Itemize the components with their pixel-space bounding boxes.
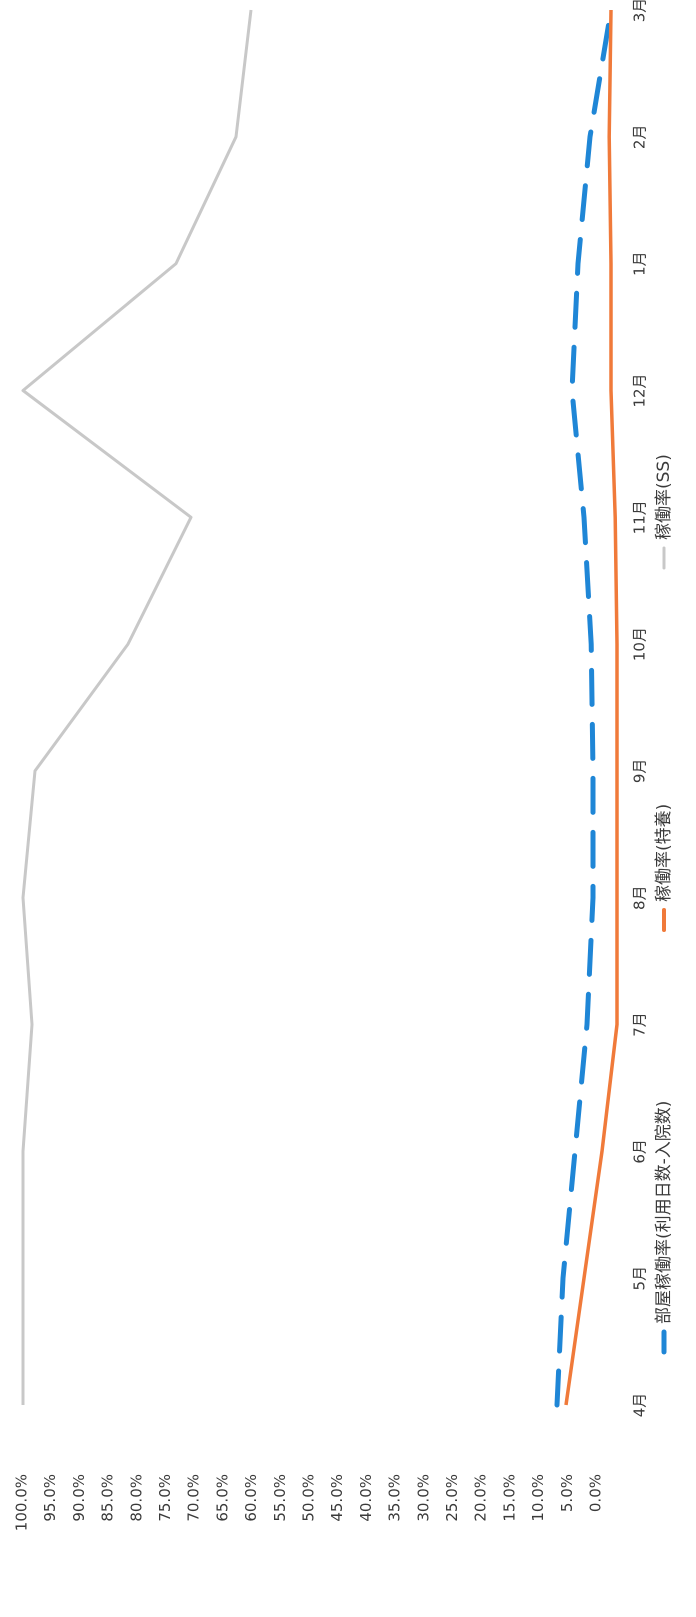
x-tick-label: 5月 <box>631 1266 649 1291</box>
x-tick-label: 2月 <box>631 125 649 150</box>
x-tick-label: 9月 <box>631 759 649 784</box>
y-tick-label: 50.0% <box>300 1474 318 1522</box>
y-tick-label: 30.0% <box>414 1474 432 1522</box>
x-tick-label: 8月 <box>631 885 649 910</box>
y-tick-label: 75.0% <box>156 1474 174 1522</box>
x-tick-label: 3月 <box>631 0 649 22</box>
y-tick-label: 90.0% <box>70 1474 88 1522</box>
x-tick-label: 6月 <box>631 1139 649 1164</box>
y-tick-label: 35.0% <box>386 1474 404 1522</box>
x-tick-label: 4月 <box>631 1393 649 1418</box>
series-lines <box>21 7 619 1408</box>
y-tick-label: 20.0% <box>472 1474 490 1522</box>
legend: 部屋稼働率(利用日数-入院数) 稼働率(特養) 稼働率(SS) <box>654 454 674 1355</box>
series-line <box>564 9 619 1406</box>
y-tick-label: 95.0% <box>41 1474 59 1522</box>
y-tick-label: 15.0% <box>500 1474 518 1522</box>
y-tick-label: 100.0% <box>13 1474 31 1531</box>
legend-label: 稼働率(特養) <box>654 804 674 902</box>
x-axis-tick-labels: 4月 5月 6月 7月 8月 9月 10月 11月 12月 1月 2月 3月 <box>631 0 649 1417</box>
y-tick-label: 5.0% <box>558 1474 576 1512</box>
x-tick-label: 1月 <box>631 251 649 276</box>
x-tick-label: 11月 <box>631 500 649 534</box>
y-tick-label: 80.0% <box>127 1474 145 1522</box>
legend-label: 部屋稼働率(利用日数-入院数) <box>654 1101 674 1324</box>
y-tick-label: 85.0% <box>99 1474 117 1522</box>
y-tick-label: 60.0% <box>242 1474 260 1522</box>
y-tick-label: 70.0% <box>185 1474 203 1522</box>
y-axis-tick-labels: 0.0% 5.0% 10.0% 15.0% 20.0% 25.0% 30.0% 35.0% 40… <box>13 1474 605 1531</box>
y-tick-label: 55.0% <box>271 1474 289 1522</box>
series-line <box>554 7 614 1408</box>
y-tick-label: 10.0% <box>529 1474 547 1522</box>
y-tick-label: 0.0% <box>587 1474 605 1512</box>
y-tick-label: 25.0% <box>443 1474 461 1522</box>
y-tick-label: 40.0% <box>357 1474 375 1522</box>
legend-label: 稼働率(SS) <box>654 454 674 540</box>
y-tick-label: 45.0% <box>328 1474 346 1522</box>
y-tick-label: 65.0% <box>213 1474 231 1522</box>
x-tick-label: 10月 <box>631 627 649 661</box>
x-tick-label: 12月 <box>631 373 649 407</box>
series-line <box>21 9 253 1405</box>
x-tick-label: 7月 <box>631 1012 649 1037</box>
